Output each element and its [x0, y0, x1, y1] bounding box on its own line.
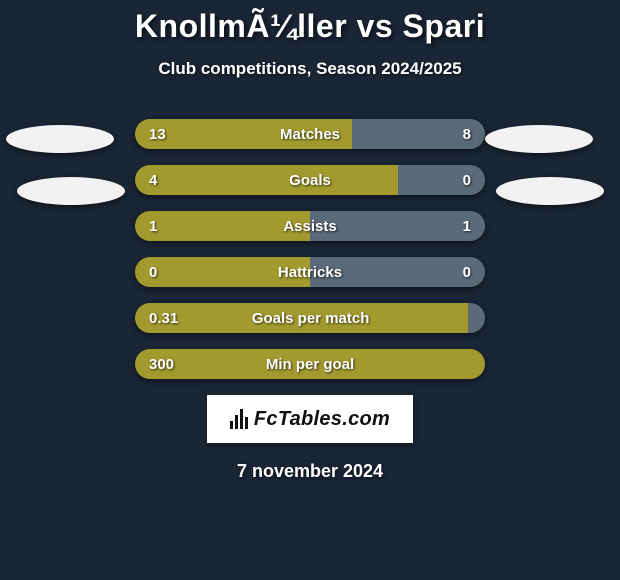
- snapshot-date: 7 november 2024: [0, 461, 620, 482]
- logo-bars-icon: [230, 409, 248, 429]
- page-title: KnollmÃ¼ller vs Spari: [0, 8, 620, 45]
- stats-area: 13 Matches 8 4 Goals 0 1 Assists 1 0 Hattricks 0 0.3…: [135, 119, 485, 379]
- comparison-card: KnollmÃ¼ller vs Spari Club competitions,…: [0, 0, 620, 482]
- stat-row: 0 Hattricks 0: [135, 257, 485, 287]
- stat-left-value: 13: [149, 126, 177, 143]
- side-oval-decoration: [6, 125, 114, 153]
- stat-row: 4 Goals 0: [135, 165, 485, 195]
- stat-row: 300 Min per goal: [135, 349, 485, 379]
- player1-name: KnollmÃ¼ller: [135, 8, 347, 44]
- vs-text: vs: [357, 8, 394, 44]
- stat-left-value: 0: [149, 264, 177, 281]
- logo-text: FcTables.com: [254, 408, 390, 431]
- stat-label: Goals per match: [252, 310, 370, 327]
- stat-left-value: 4: [149, 172, 177, 189]
- stat-label: Assists: [283, 218, 336, 235]
- stat-right-value: 1: [443, 218, 471, 235]
- stat-left-value: 300: [149, 356, 177, 373]
- stat-left-value: 0.31: [149, 310, 178, 327]
- stat-label: Min per goal: [266, 356, 354, 373]
- side-oval-decoration: [485, 125, 593, 153]
- side-oval-decoration: [496, 177, 604, 205]
- stat-right-value: 8: [443, 126, 471, 143]
- stat-right-value: 0: [443, 172, 471, 189]
- stat-label: Matches: [280, 126, 340, 143]
- stat-label: Hattricks: [278, 264, 342, 281]
- fctables-logo[interactable]: FcTables.com: [207, 395, 413, 443]
- logo-inner: FcTables.com: [230, 408, 390, 431]
- side-oval-decoration: [17, 177, 125, 205]
- stat-row: 13 Matches 8: [135, 119, 485, 149]
- player2-name: Spari: [403, 8, 486, 44]
- stat-left-value: 1: [149, 218, 177, 235]
- stat-right-value: 0: [443, 264, 471, 281]
- stat-label: Goals: [289, 172, 331, 189]
- stat-row: 1 Assists 1: [135, 211, 485, 241]
- stat-row: 0.31 Goals per match: [135, 303, 485, 333]
- subtitle: Club competitions, Season 2024/2025: [0, 59, 620, 79]
